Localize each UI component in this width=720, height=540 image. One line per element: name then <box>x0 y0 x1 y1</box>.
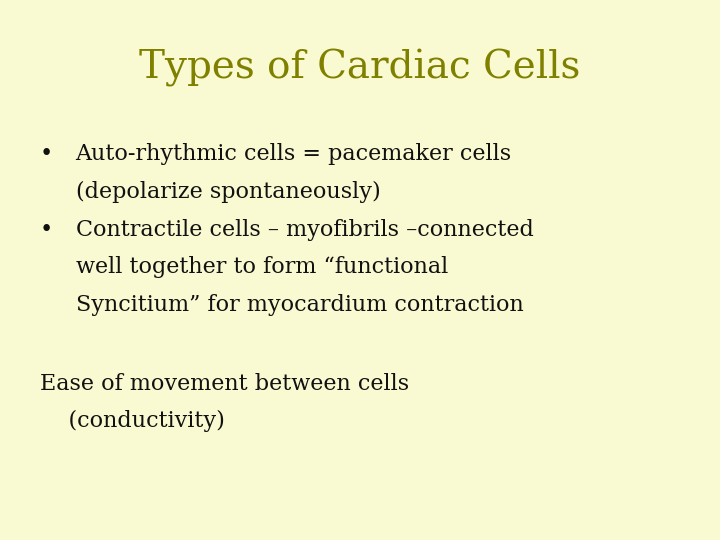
Text: (depolarize spontaneously): (depolarize spontaneously) <box>76 181 380 203</box>
Text: (conductivity): (conductivity) <box>40 410 225 433</box>
Text: Contractile cells – myofibrils –connected: Contractile cells – myofibrils –connecte… <box>76 219 534 241</box>
Text: Auto-rhythmic cells = pacemaker cells: Auto-rhythmic cells = pacemaker cells <box>76 143 512 165</box>
Text: Syncitium” for myocardium contraction: Syncitium” for myocardium contraction <box>76 294 523 316</box>
Text: •: • <box>40 219 53 241</box>
Text: well together to form “functional: well together to form “functional <box>76 256 448 279</box>
Text: Types of Cardiac Cells: Types of Cardiac Cells <box>139 49 581 86</box>
Text: •: • <box>40 143 53 165</box>
Text: Ease of movement between cells: Ease of movement between cells <box>40 373 409 395</box>
